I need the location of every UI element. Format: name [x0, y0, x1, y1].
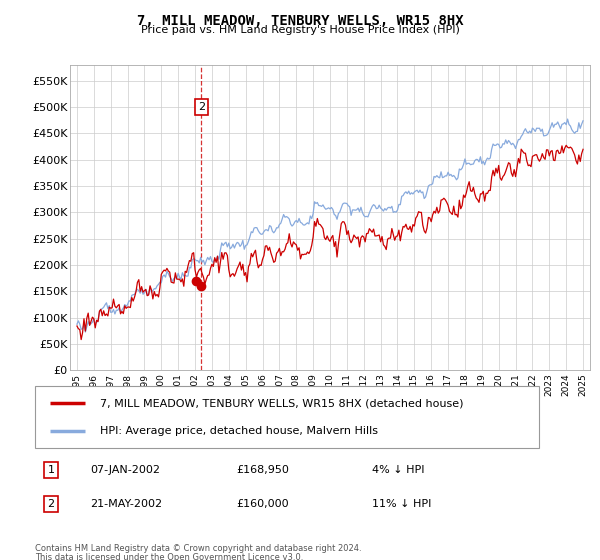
Text: Contains HM Land Registry data © Crown copyright and database right 2024.: Contains HM Land Registry data © Crown c…: [35, 544, 361, 553]
Text: 21-MAY-2002: 21-MAY-2002: [90, 499, 163, 509]
Text: 2: 2: [198, 102, 205, 112]
Text: HPI: Average price, detached house, Malvern Hills: HPI: Average price, detached house, Malv…: [100, 426, 379, 436]
Text: 2: 2: [47, 499, 55, 509]
Text: 11% ↓ HPI: 11% ↓ HPI: [373, 499, 432, 509]
Text: This data is licensed under the Open Government Licence v3.0.: This data is licensed under the Open Gov…: [35, 553, 303, 560]
Text: £168,950: £168,950: [236, 465, 289, 475]
Text: 07-JAN-2002: 07-JAN-2002: [90, 465, 160, 475]
Text: 1: 1: [47, 465, 55, 475]
Text: 7, MILL MEADOW, TENBURY WELLS, WR15 8HX (detached house): 7, MILL MEADOW, TENBURY WELLS, WR15 8HX …: [100, 398, 464, 408]
Text: £160,000: £160,000: [236, 499, 289, 509]
FancyBboxPatch shape: [35, 386, 539, 448]
Text: 7, MILL MEADOW, TENBURY WELLS, WR15 8HX: 7, MILL MEADOW, TENBURY WELLS, WR15 8HX: [137, 14, 463, 28]
Text: 4% ↓ HPI: 4% ↓ HPI: [373, 465, 425, 475]
Text: Price paid vs. HM Land Registry's House Price Index (HPI): Price paid vs. HM Land Registry's House …: [140, 25, 460, 35]
